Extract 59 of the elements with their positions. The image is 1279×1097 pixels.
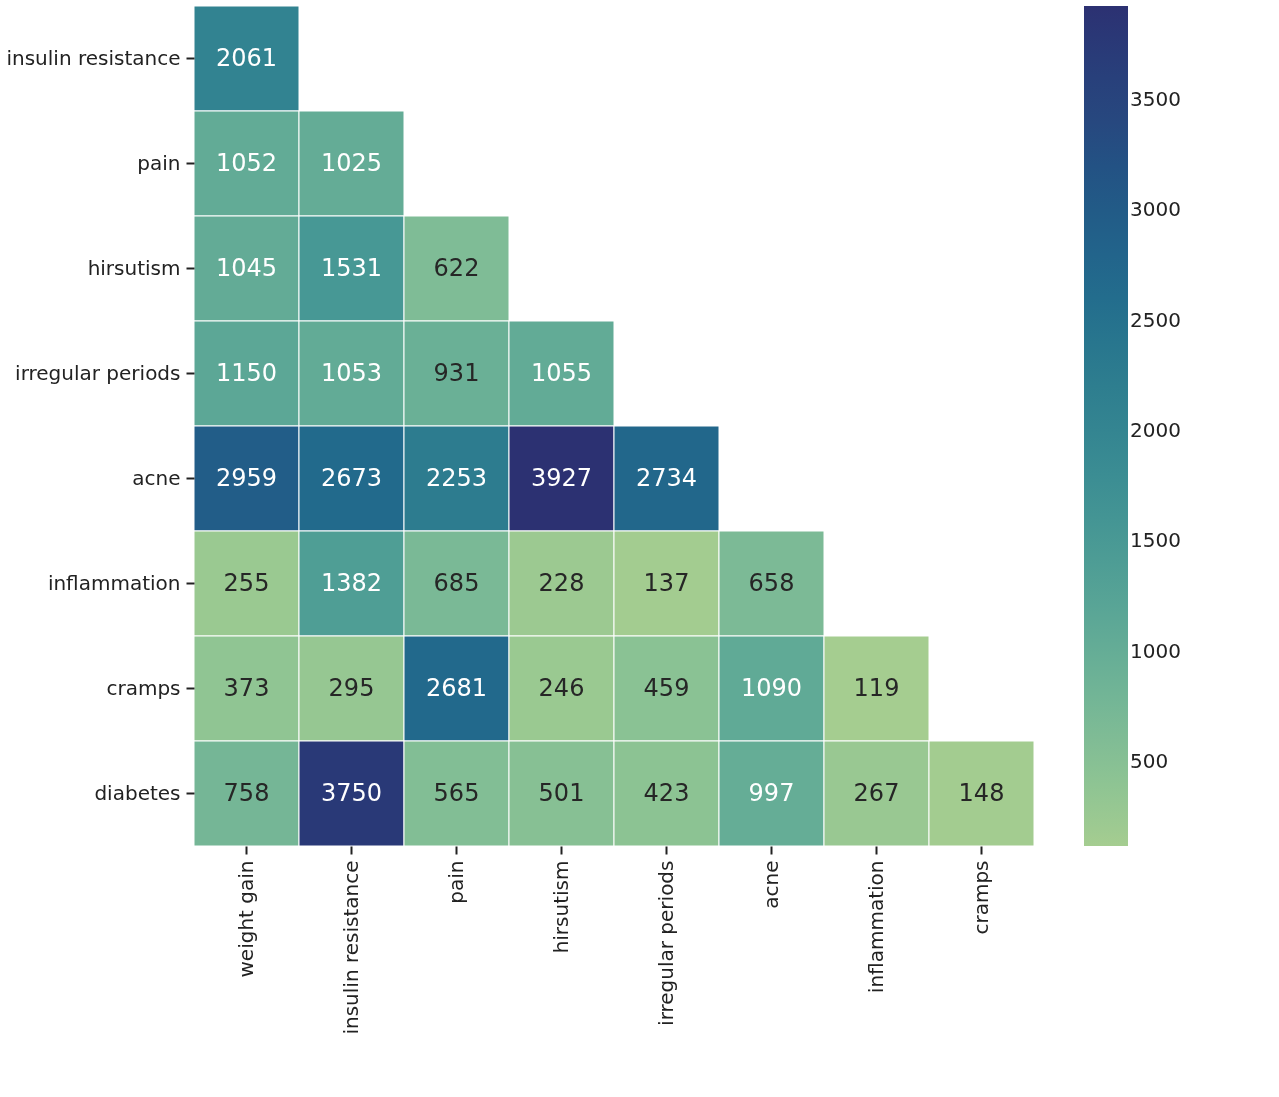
data-label: 137 — [643, 568, 690, 597]
data-label: 2061 — [215, 43, 278, 72]
data-label: 758 — [223, 778, 270, 807]
data-label: 931 — [433, 358, 480, 387]
color-bar-label: 1000 — [1130, 638, 1181, 663]
data-label: 3927 — [530, 463, 593, 492]
x-tick-label: weight gain — [233, 860, 258, 978]
color-bar-label: 1500 — [1130, 528, 1181, 553]
x-tick-label: inflammation — [863, 860, 888, 994]
data-label: 228 — [538, 568, 585, 597]
y-tick-label: irregular periods — [15, 360, 181, 385]
data-label: 2734 — [635, 463, 698, 492]
data-label: 148 — [958, 778, 1005, 807]
data-label: 423 — [643, 778, 690, 807]
data-label: 246 — [538, 673, 585, 702]
x-tick-label: irregular periods — [653, 860, 678, 1026]
data-label: 1025 — [320, 148, 383, 177]
data-label: 997 — [748, 778, 795, 807]
data-label: 1052 — [215, 148, 278, 177]
y-tick-label: hirsutism — [87, 255, 181, 280]
data-label: 1045 — [215, 253, 278, 282]
color-bar-label: 2000 — [1130, 418, 1181, 443]
color-bar-label: 500 — [1130, 748, 1169, 773]
x-tick-label: cramps — [968, 860, 993, 935]
data-label: 1055 — [530, 358, 593, 387]
y-tick-label: cramps — [106, 675, 181, 700]
color-bar-label: 2500 — [1130, 307, 1181, 332]
data-label: 1150 — [215, 358, 278, 387]
y-tick-label: acne — [132, 465, 181, 490]
data-label: 685 — [433, 568, 480, 597]
x-tick-label: hirsutism — [548, 860, 573, 954]
data-label: 373 — [223, 673, 270, 702]
data-label: 2673 — [320, 463, 383, 492]
y-tick-label: diabetes — [94, 780, 181, 805]
x-tick-label: acne — [758, 860, 783, 909]
data-label: 565 — [433, 778, 480, 807]
data-label: 119 — [853, 673, 900, 702]
color-bar-label: 3500 — [1130, 87, 1181, 112]
data-label: 2253 — [425, 463, 488, 492]
color-bar-label: 3000 — [1130, 197, 1181, 222]
data-label: 622 — [433, 253, 480, 282]
data-label: 501 — [538, 778, 585, 807]
data-label: 1053 — [320, 358, 383, 387]
data-label: 295 — [328, 673, 375, 702]
data-label: 255 — [223, 568, 270, 597]
data-label: 459 — [643, 673, 690, 702]
data-label: 658 — [748, 568, 795, 597]
data-label: 1090 — [740, 673, 803, 702]
x-tick-label: pain — [443, 860, 468, 904]
data-label: 3750 — [320, 778, 383, 807]
y-tick-label: insulin resistance — [6, 45, 181, 70]
data-label: 1382 — [320, 568, 383, 597]
y-tick-label: inflammation — [47, 570, 181, 595]
data-label: 2959 — [215, 463, 278, 492]
x-tick-label: insulin resistance — [338, 860, 363, 1035]
data-label: 1531 — [320, 253, 383, 282]
y-tick-label: pain — [137, 150, 181, 175]
data-label: 2681 — [425, 673, 488, 702]
data-label: 267 — [853, 778, 900, 807]
